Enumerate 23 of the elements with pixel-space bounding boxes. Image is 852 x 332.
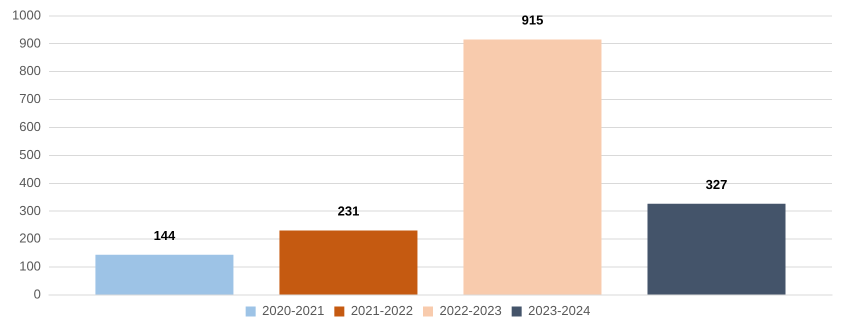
y-tick-label: 100 [19,258,41,274]
bar [279,230,418,294]
data-label: 231 [338,204,360,219]
y-tick-label: 700 [19,91,41,106]
y-tick-label: 800 [19,63,41,78]
bar [95,254,234,294]
data-label: 915 [522,12,544,28]
legend-label: 2021-2022 [350,303,414,318]
bar [647,204,786,294]
y-tick-label: 0 [34,286,41,302]
y-tick-label: 300 [19,202,41,218]
bar [463,40,602,294]
legend-label: 2022-2023 [440,303,502,318]
legend-label: 2020-2021 [262,303,324,318]
y-tick-label: 900 [19,35,41,50]
y-tick-label: 600 [19,119,41,134]
legend-label: 2023-2024 [528,303,590,318]
y-tick-label: 200 [19,230,41,246]
y-tick-label: 1000 [12,7,41,22]
y-tick-label: 400 [19,174,41,190]
y-tick-label: 500 [19,146,41,162]
data-label: 144 [154,228,176,243]
data-label: 327 [706,176,728,192]
